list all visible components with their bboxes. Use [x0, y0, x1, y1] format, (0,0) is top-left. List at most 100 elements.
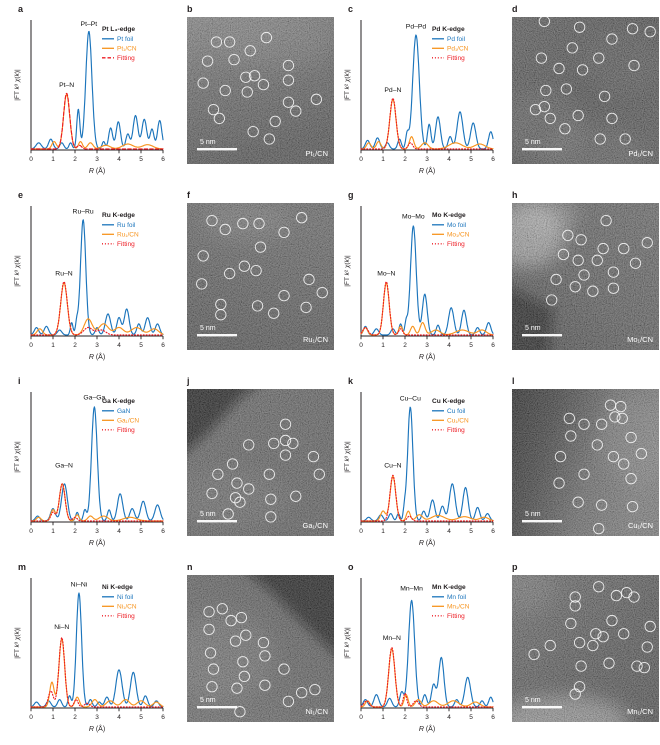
atom-circle — [528, 648, 540, 661]
series-fitting — [30, 281, 164, 336]
atom-circle — [247, 126, 259, 138]
x-tick-label: 6 — [161, 342, 165, 349]
atom-circle — [231, 682, 243, 694]
stem-image-f: 5 nm Ru₁/CN — [187, 203, 334, 350]
atom-circle — [216, 603, 228, 615]
x-tick-label: 0 — [29, 528, 33, 535]
peak-label: Pd–Pd — [406, 24, 427, 31]
atom-circle — [303, 273, 315, 286]
atom-circle — [279, 434, 292, 447]
atom-circle — [203, 623, 215, 636]
atom-circle — [240, 629, 252, 641]
atom-circle — [278, 289, 290, 302]
panel-letter-i: i — [18, 376, 21, 386]
x-tick-label: 2 — [73, 714, 77, 721]
atom-circle — [278, 663, 290, 675]
atom-circle — [563, 412, 575, 425]
atom-circle — [215, 309, 227, 321]
atom-circle — [644, 620, 656, 633]
legend-entry: Pd foil — [447, 36, 466, 43]
scale-bar-label: 5 nm — [525, 697, 541, 704]
x-tick-label: 4 — [447, 342, 451, 349]
panel-m: m 0 1 2 3 4 5 6 R (Å) |FT k³ χ(k)| Ni–Ni Ni–N Ni K-e… — [0, 562, 170, 745]
exafs-chart-i: 0 1 2 3 4 5 6 R (Å) |FT k³ χ(k)| Ga–Ga Ga–N Ga K-ed… — [14, 392, 165, 547]
legend-entry: Ga₁/CN — [117, 418, 139, 425]
x-axis-label: R (Å) — [419, 166, 435, 175]
x-tick-label: 0 — [29, 156, 33, 163]
atom-circle — [562, 229, 574, 241]
series-fitting — [360, 647, 494, 708]
atom-circle — [265, 511, 277, 523]
atom-circle — [237, 217, 249, 230]
series-pt-cn — [30, 94, 164, 150]
atom-circle — [197, 77, 209, 89]
atom-circle — [569, 591, 581, 603]
series-fitting — [360, 97, 494, 150]
atom-circle — [268, 307, 280, 319]
legend-entry: Ni₁/CN — [117, 604, 137, 611]
atom-circle — [575, 660, 587, 672]
x-tick-label: 1 — [51, 528, 55, 535]
atom-circle — [544, 639, 556, 652]
atom-circle — [282, 59, 295, 72]
atom-circle — [223, 36, 236, 48]
peak-label: Pt–Pt — [81, 21, 98, 28]
x-tick-label: 3 — [425, 342, 429, 349]
atom-circle — [607, 266, 620, 278]
axes — [30, 20, 163, 151]
sample-label: Ni₁/CN — [305, 707, 328, 716]
scale-bar-label: 5 nm — [200, 511, 216, 518]
panel-k: k 0 1 2 3 4 5 6 R (Å) |FT k³ χ(k)| Cu–Cu Cu–N Cu K-e… — [330, 376, 495, 562]
atom-circle — [229, 635, 242, 647]
series-mo-foil — [360, 225, 494, 336]
x-tick-label: 3 — [425, 714, 429, 721]
atom-circle — [260, 31, 273, 44]
x-tick-label: 4 — [447, 156, 451, 163]
panel-g: g 0 1 2 3 4 5 6 R (Å) |FT k² χ(k)| Mo–Mo Mo–N Mo K-e… — [330, 190, 495, 376]
x-tick-label: 4 — [447, 714, 451, 721]
scale-bar-label: 5 nm — [200, 139, 216, 146]
panel-letter-n: n — [187, 562, 193, 572]
panel-letter-p: p — [512, 562, 518, 572]
atom-circle — [625, 473, 637, 485]
y-axis-label: |FT k³ χ(k)| — [14, 441, 21, 473]
series-fitting — [360, 474, 494, 522]
atom-circle — [610, 589, 623, 602]
legend-entry: GaN — [117, 408, 131, 415]
atom-circle — [296, 212, 308, 224]
legend-title: Mn K-edge — [432, 584, 466, 591]
atom-circle — [553, 477, 565, 489]
exafs-chart-m: 0 1 2 3 4 5 6 R (Å) |FT k³ χ(k)| Ni–Ni Ni–N Ni K-ed… — [14, 578, 165, 733]
atom-circle — [282, 96, 295, 108]
y-axis-label: |FT k³ χ(k)| — [344, 627, 351, 659]
panel-l: l 5 nm Cu₁/CN — [495, 376, 660, 562]
scale-bar-label: 5 nm — [525, 139, 541, 146]
noise-texture — [512, 575, 659, 722]
panel-letter-f: f — [187, 190, 190, 200]
atom-circle — [248, 70, 261, 82]
legend-entry: Pt foil — [117, 36, 134, 43]
legend-title: Pd K-edge — [432, 26, 465, 33]
x-tick-label: 5 — [139, 714, 143, 721]
atom-circle — [576, 64, 589, 76]
x-axis-label: R (Å) — [419, 538, 435, 547]
atom-circle — [598, 90, 611, 103]
exafs-chart-o: 0 1 2 3 4 5 6 R (Å) |FT k³ χ(k)| Mn–Mn Mn–N Mn K-ed… — [344, 578, 495, 733]
panel-b: b 5 nm Pt₁/CN — [170, 4, 334, 190]
atom-circle — [213, 112, 225, 125]
atom-circle — [628, 59, 640, 72]
x-tick-label: 2 — [73, 156, 77, 163]
x-tick-label: 6 — [491, 342, 495, 349]
legend-entry: Fitting — [117, 55, 135, 62]
legend-entry: Fitting — [447, 613, 465, 620]
atom-circle — [635, 448, 648, 460]
x-tick-label: 3 — [425, 156, 429, 163]
atom-circle — [225, 614, 237, 627]
x-tick-label: 1 — [51, 342, 55, 349]
x-tick-label: 2 — [403, 714, 407, 721]
legend-entry: Fitting — [447, 427, 465, 434]
atom-circle — [540, 84, 552, 97]
peak-label: Mn–Mn — [400, 585, 423, 592]
atom-circle — [607, 450, 620, 463]
panel-f: f 5 nm Ru₁/CN — [170, 190, 334, 376]
